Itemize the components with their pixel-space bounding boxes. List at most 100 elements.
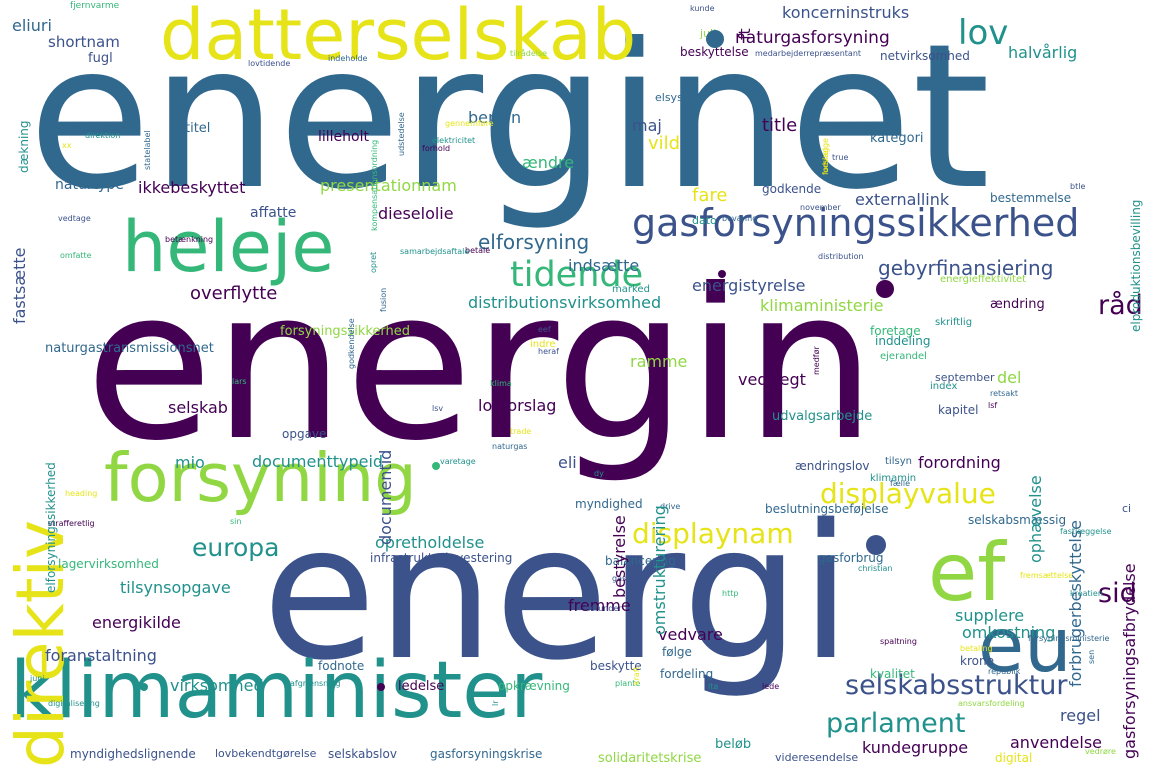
word-affatte: affatte <box>250 205 297 221</box>
word-kategori: kategori <box>870 131 924 146</box>
word-documenttypeid: documenttypeid <box>252 452 384 471</box>
word-varetage: varetage <box>440 457 476 466</box>
word-datterselskab: datterselskab <box>160 0 637 76</box>
word-displayvalue: displayvalue <box>820 477 996 510</box>
word-netvirksomhed: netvirksomhed <box>880 49 970 63</box>
word-lr: lr <box>491 700 500 706</box>
word-distribution: distribution <box>818 252 864 261</box>
word-titel: titel <box>185 121 211 136</box>
word-parlament: parlament <box>826 708 966 739</box>
word-heleje: heleje <box>122 206 335 288</box>
word-lta: lta <box>708 682 719 691</box>
word-mio: mio <box>175 453 205 472</box>
word-gasforbrug: gasforbrug <box>818 551 884 565</box>
word-ophævelse: ophævelse <box>1026 475 1045 563</box>
word-documentid: documentid <box>376 449 395 545</box>
word-videresendelse: videresendelse <box>775 751 859 764</box>
word-statelabel: statelabel <box>143 130 152 170</box>
word-spaltning: spaltning <box>880 637 917 646</box>
word-dot <box>876 280 894 298</box>
word-beløb: beløb <box>715 737 752 752</box>
word-vedtage: vedtage <box>58 214 91 223</box>
word-dy: dy <box>594 469 604 478</box>
word-elforsyning: elforsyning <box>478 230 590 254</box>
word-opkrævning: opkrævning <box>498 679 570 693</box>
word-plante: plante <box>615 679 641 688</box>
word-indeholde: indeholde <box>328 54 368 63</box>
word-infrastrukturinvestering: infrastrukturinvestering <box>370 551 513 565</box>
word-kvalitet: kvalitet <box>870 667 915 681</box>
word-betaling: betaling <box>960 644 993 653</box>
word-udvalgsarbejde: udvalgsarbejde <box>772 409 873 424</box>
word-virksomhed: virksomhed <box>170 676 264 695</box>
word-bestemmelse: bestemmelse <box>990 191 1072 205</box>
word-forsyningssikkerhed: forsyningssikkerhed <box>280 324 411 339</box>
word-shortnam: shortnam <box>48 33 120 51</box>
word-republik: republik <box>988 667 1021 676</box>
word-afgrænsning: afgrænsning <box>290 679 341 688</box>
word-vedtægt: vedtægt <box>738 370 806 389</box>
word-lilleholt: lilleholt <box>318 129 369 145</box>
word-tilrådelse: tilrådelse <box>510 49 548 58</box>
word-true: true <box>832 153 849 162</box>
word-elsystem: elsystem <box>655 91 705 104</box>
word-ft: ft <box>735 28 754 40</box>
word-elproduktionsbevilling: elproduktionsbevilling <box>1129 199 1143 332</box>
word-fare: fare <box>692 185 728 206</box>
word-klimaministerie: klimaministerie <box>760 296 884 315</box>
word-naturtype: naturtype <box>55 177 124 193</box>
word-dieselolie: dieselolie <box>378 204 454 223</box>
word-bevaring: bevaring <box>722 214 758 223</box>
word-fodnote: fodnote <box>318 659 365 673</box>
word-title: title <box>762 115 798 136</box>
word-selskabslov: selskabslov <box>328 747 397 761</box>
word-overflytte: overflytte <box>190 283 278 304</box>
word-halvårlig: halvårlig <box>1008 43 1078 62</box>
word-foretage: foretage <box>870 324 921 338</box>
word-retsakt: retsakt <box>990 389 1019 398</box>
word-digitalisering: digitalisering <box>48 699 100 708</box>
word-fremme: fremme <box>568 596 631 615</box>
word-elektricitet: elektricitet <box>432 136 476 145</box>
word-opret: opret <box>369 251 378 273</box>
word-myndighed: myndighed <box>575 497 643 511</box>
word-lars: lars <box>232 377 247 386</box>
word-trade: trade <box>510 427 532 436</box>
word-kapitel: kapitel <box>938 403 979 417</box>
word-vedrøre: vedrøre <box>1085 747 1116 756</box>
word-medfør: medfør <box>812 346 821 375</box>
word-christian: christian <box>858 564 893 573</box>
word-eef: eef <box>538 325 551 334</box>
word-elforsyningssikkerhed: elforsyningssikkerhed <box>44 462 58 593</box>
word-opgave: opgave <box>282 427 327 441</box>
word-sid: sid <box>1098 578 1137 609</box>
word-ansvarsfordeling: ansvarsfordeling <box>958 699 1025 708</box>
word-selskabsstruktur: selskabsstruktur <box>845 670 1068 701</box>
word-beskyttelse: beskyttelse <box>680 45 749 59</box>
word-lovbekendtgørelse: lovbekendtgørelse <box>215 747 317 760</box>
word-energi: energi <box>262 484 852 701</box>
word-følge: følge <box>662 645 692 659</box>
word-beslutningsbeføjelse: beslutningsbeføjelse <box>765 502 889 516</box>
word-lovtidende: lovtidende <box>248 59 291 68</box>
word-fastlæggelse: fastlæggelse <box>1060 527 1112 536</box>
word-samarbejdsaftale: samarbejdsaftale <box>400 247 470 256</box>
word-digital: digital <box>995 751 1033 765</box>
word-supplere: supplere <box>955 606 1025 625</box>
word-heraf: heraf <box>538 347 559 356</box>
word-lede: lede <box>762 682 780 691</box>
word-dot <box>706 30 724 48</box>
word-gas: gas <box>612 574 627 583</box>
word-tilsynsopgave: tilsynsopgave <box>120 578 231 597</box>
word-ef: ef <box>928 526 1006 619</box>
word-november: november <box>800 203 841 212</box>
word-medarbejderrepræsentant: medarbejderrepræsentant <box>755 49 862 58</box>
word-september: september <box>935 371 995 384</box>
word-vedvare: vedvare <box>658 625 723 644</box>
word-dot <box>718 270 726 278</box>
word-dot <box>432 462 440 470</box>
word-klimamin: klimamin <box>870 473 917 484</box>
word-udstede: udstede <box>177 104 186 137</box>
word-indsætte: indsætte <box>568 256 640 275</box>
word-sin: sin <box>230 517 242 526</box>
